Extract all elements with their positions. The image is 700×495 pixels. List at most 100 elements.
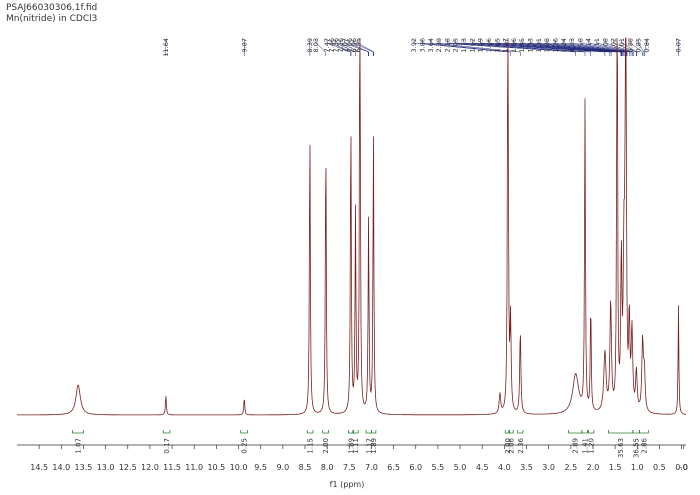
integrals-group: 1.07 0.17 0.25 1.15 2.00 1.891.11 1.171.89 2.00… (71, 430, 649, 458)
x-tick-label: 10.0 (230, 463, 248, 472)
x-tick-label: 6.0 (409, 463, 422, 472)
x-tick-label: 10.5 (207, 463, 225, 472)
integral-value: 35.63 (617, 438, 625, 458)
integral-bracket (306, 430, 314, 434)
integral-bracket (240, 430, 248, 434)
peak-label-leader (438, 40, 576, 56)
peak-label: 0.84 (643, 38, 651, 52)
x-axis-group: 14.5 14.0 13.5 13.0 12.5 12.0 11.5 11.0 10.5 10.0… (17, 444, 688, 472)
peak-label-leader (596, 40, 633, 56)
integral-value: 2.89 (572, 438, 580, 454)
x-tick-label: 0.0 (675, 463, 688, 472)
x-tick-label: 0.5 (653, 463, 666, 472)
peak-label-leader (422, 40, 511, 56)
x-tick-label: 3.0 (542, 463, 555, 472)
x-tick-label: 3.5 (520, 463, 533, 472)
peak-label: 0.88 (626, 38, 634, 52)
peak-label: 7.36 (332, 38, 340, 52)
x-tick-label: 2.0 (587, 463, 600, 472)
x-tick-label: 6.5 (387, 463, 400, 472)
peak-label: 7.07 (341, 38, 349, 52)
peak-label-leader (530, 40, 623, 56)
peak-label: 1.59 (477, 38, 485, 52)
x-tick-label: -0 (680, 463, 688, 472)
peak-label: 7.06 (345, 38, 353, 52)
peak-label-leader (604, 40, 634, 56)
peak-label: 3.86 (419, 38, 427, 52)
peak-label-leader (629, 40, 643, 56)
peak-label: 3.92 (410, 38, 418, 52)
integral-value: 1.11 (352, 438, 360, 454)
x-tick-label: 5.5 (432, 463, 445, 472)
x-tick-label: 8.5 (299, 463, 312, 472)
integral-bracket (639, 430, 649, 434)
x-tick-label: 8.0 (321, 463, 334, 472)
peak-label-leader (344, 40, 369, 56)
x-tick-label: 7.5 (343, 463, 356, 472)
integral-value: 2.00 (322, 438, 330, 454)
peak-label-leader (521, 40, 623, 56)
peak-label-leader (588, 40, 632, 56)
peak-label: 1.01 (618, 38, 626, 52)
x-tick-label: 13.0 (97, 463, 115, 472)
peak-label-leader (463, 40, 606, 56)
peak-label-leader (446, 40, 586, 56)
peak-label: 1.36 (510, 38, 518, 52)
integral-value: 1.41 (581, 438, 589, 454)
peak-label: 1.33 (527, 38, 535, 52)
peak-label: 2.05 (452, 38, 460, 52)
integral-bracket (588, 430, 595, 434)
x-tick-label: 13.5 (75, 463, 93, 472)
integral-bracket (517, 430, 524, 434)
x-tick-label: 9.0 (276, 463, 289, 472)
peak-label: 1.37 (502, 38, 510, 52)
peak-label-leader (538, 40, 624, 56)
x-axis-label: f1 (ppm) (330, 480, 365, 489)
peak-label-leader (430, 40, 521, 56)
peak-label-leader (357, 40, 374, 56)
peak-label: 3.64 (427, 38, 435, 52)
peak-label: 2.39 (435, 38, 443, 52)
peak-label: 1.24 (560, 38, 568, 52)
integral-value: 0.25 (241, 438, 249, 454)
peak-label: 1.08 (601, 38, 609, 52)
peak-label-leader (348, 40, 370, 56)
integral-bracket (608, 430, 634, 434)
x-tick-label: 9.5 (254, 463, 267, 472)
peak-label-leader (638, 40, 645, 56)
x-tick-label: 1.0 (631, 463, 644, 472)
peak-label-leader (353, 40, 374, 56)
x-tick-label: 4.0 (498, 463, 511, 472)
integral-bracket (162, 430, 171, 434)
peak-label: 1.26 (551, 38, 559, 52)
peak-label-leader (563, 40, 627, 56)
peak-label-leader (546, 40, 626, 56)
peak-label: 1.35 (518, 38, 526, 52)
integral-bracket (581, 430, 589, 434)
peak-label-leader (513, 40, 622, 56)
integral-value: 2.06 (507, 437, 515, 453)
peak-label: 1.73 (460, 38, 468, 52)
x-tick-label: 2.5 (564, 463, 577, 472)
peak-label: 1.02 (610, 38, 618, 52)
x-tick-label: 5.0 (454, 463, 467, 472)
peak-label-leader (315, 40, 327, 56)
integral-bracket (352, 430, 359, 434)
integral-value: 36.55 (633, 438, 641, 458)
peak-label: 2.18 (443, 38, 451, 52)
integral-bracket (568, 430, 583, 434)
integral-bracket (504, 430, 511, 434)
peak-label: 1.11 (593, 38, 601, 52)
integral-bracket (365, 430, 372, 434)
x-tick-label: 14.5 (30, 463, 48, 472)
spectrum-group (17, 37, 686, 416)
peak-label: 1.14 (585, 38, 593, 52)
peak-labels-group: 11.64 9.87 8.398.03 7.477.467.367.267.077.0… (162, 38, 683, 57)
peak-label-leader (505, 40, 622, 56)
x-tick-label: 4.5 (476, 463, 489, 472)
peak-label: 6.95 (354, 38, 362, 52)
integral-value: 1.17 (365, 438, 373, 454)
x-tick-label: 11.0 (185, 463, 203, 472)
peak-label: 1.46 (485, 38, 493, 52)
